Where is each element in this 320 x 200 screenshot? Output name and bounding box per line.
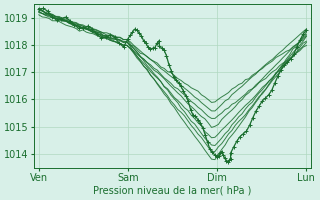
X-axis label: Pression niveau de la mer( hPa ): Pression niveau de la mer( hPa ) xyxy=(93,186,252,196)
